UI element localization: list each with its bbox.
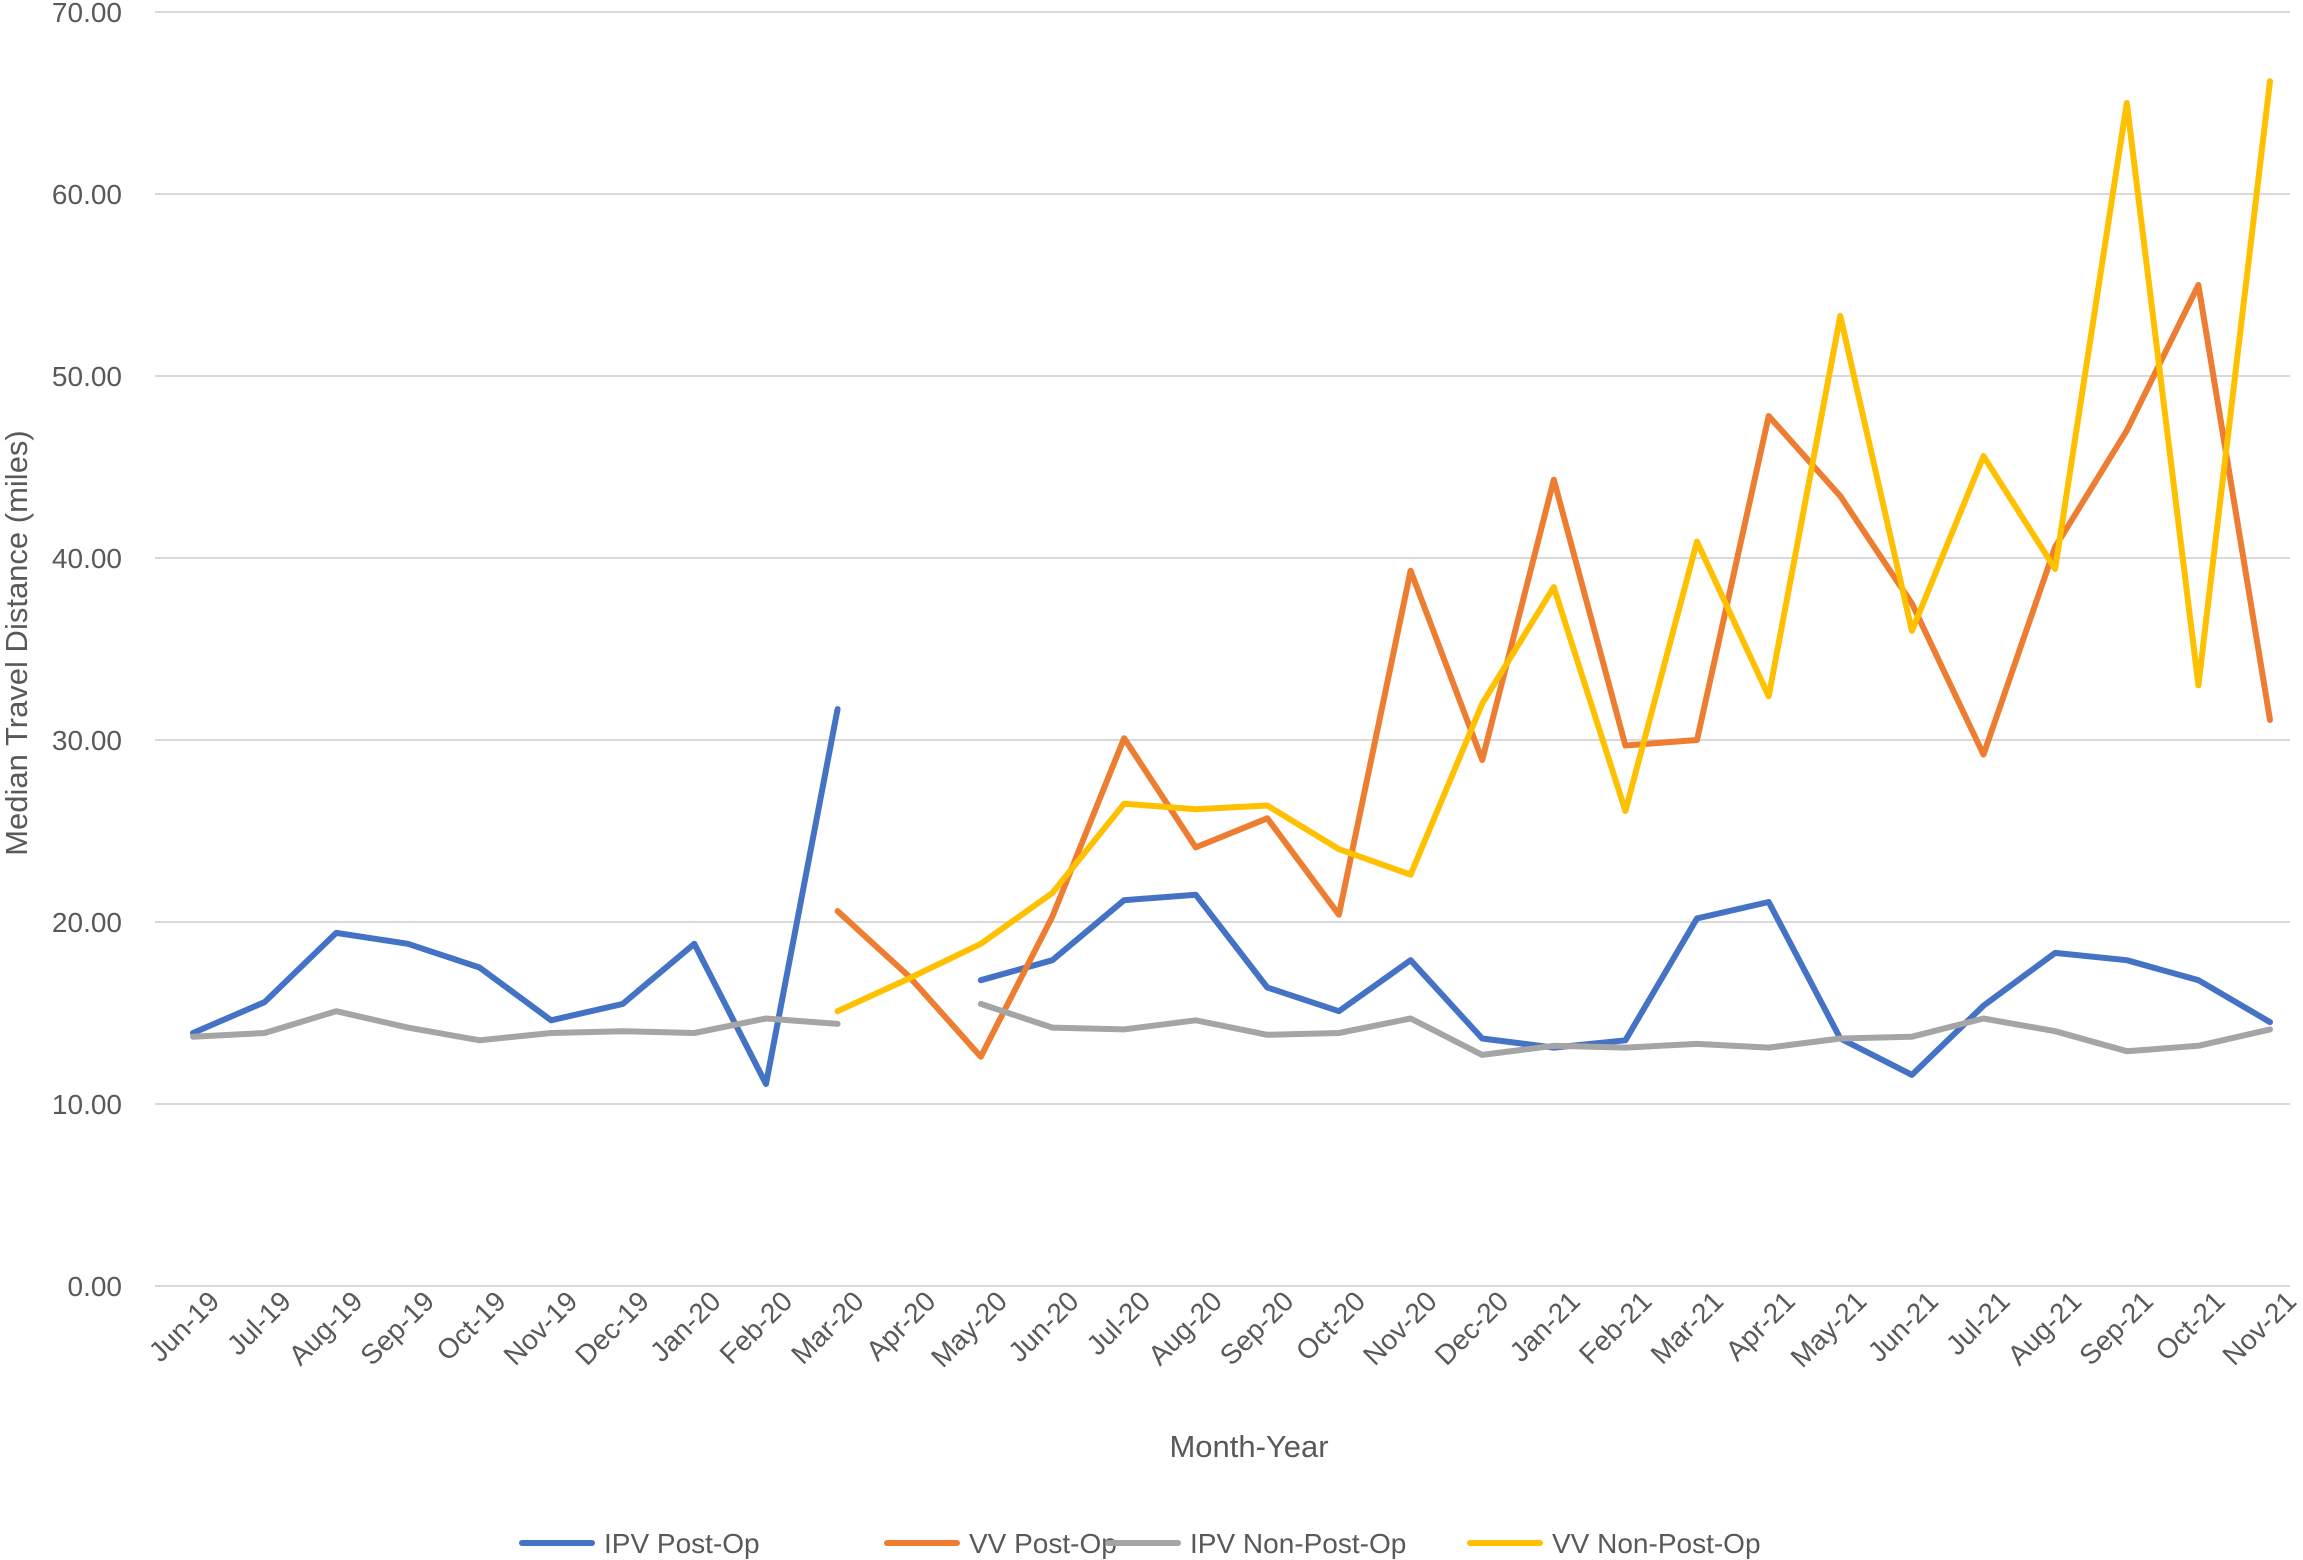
x-tick-label: Jun-21 [1862,1285,1944,1367]
series-lines [190,78,2273,1087]
legend-label: VV Non-Post-Op [1552,1528,1761,1559]
legend-label: IPV Post-Op [604,1528,760,1559]
y-tick-label: 40.00 [52,543,122,574]
gridlines [155,11,2290,1287]
y-tick-label: 20.00 [52,907,122,938]
x-tick-label: Nov-21 [2216,1285,2302,1371]
y-tick-label: 10.00 [52,1089,122,1120]
x-tick-label: Jun-19 [143,1285,225,1367]
legend-label: IPV Non-Post-Op [1190,1528,1406,1559]
x-tick-label: Jan-21 [1504,1285,1586,1367]
x-tick-label: Sep-20 [1214,1285,1300,1371]
x-tick-label: Dec-19 [569,1285,655,1371]
x-tick-label: Oct-21 [2149,1285,2230,1366]
x-tick-label: Sep-21 [2073,1285,2159,1371]
series-line-0 [190,706,841,1087]
y-tick-label: 0.00 [68,1271,123,1302]
x-tick-label: Oct-20 [1290,1285,1371,1366]
legend: IPV Post-Op VV Post-Op IPV Non-Post-Op VV N… [519,1528,1761,1559]
series-line-1 [834,282,2273,1060]
x-axis-tick-labels: Jun-19Jul-19Aug-19Sep-19Oct-19Nov-19Dec-… [143,1285,2302,1373]
y-tick-label: 60.00 [52,179,122,210]
series-line-2 [977,1000,2273,1058]
x-tick-label: Dec-20 [1429,1285,1515,1371]
x-tick-label: Nov-20 [1357,1285,1443,1371]
series-line-2 [190,1008,841,1044]
x-tick-label: May-21 [1785,1285,1873,1373]
y-tick-label: 50.00 [52,361,122,392]
x-tick-label: Jan-20 [644,1285,726,1367]
x-tick-label: Nov-19 [498,1285,584,1371]
x-tick-label: Sep-19 [354,1285,440,1371]
x-tick-label: Feb-21 [1573,1285,1658,1370]
x-tick-label: Mar-21 [1645,1285,1730,1370]
legend-label: VV Post-Op [969,1528,1117,1559]
x-tick-label: Jun-20 [1002,1285,1084,1367]
y-tick-label: 70.00 [52,0,122,28]
x-tick-label: Aug-20 [1142,1285,1228,1371]
series-line-0 [977,891,2273,1078]
y-axis-title: Median Travel Distance (miles) [0,430,34,856]
x-tick-label: May-20 [925,1285,1013,1373]
x-axis-title: Month-Year [1169,1429,1328,1464]
x-tick-label: Mar-20 [785,1285,870,1370]
y-tick-label: 30.00 [52,725,122,756]
x-tick-label: Feb-20 [714,1285,799,1370]
x-tick-label: Oct-19 [430,1285,511,1366]
series-line-3 [834,78,2273,1015]
x-tick-label: Aug-19 [283,1285,369,1371]
y-axis-tick-labels: 0.00 10.00 20.00 30.00 40.00 50.00 60.00 70.00 [52,0,122,1302]
x-tick-label: Aug-21 [2002,1285,2088,1371]
